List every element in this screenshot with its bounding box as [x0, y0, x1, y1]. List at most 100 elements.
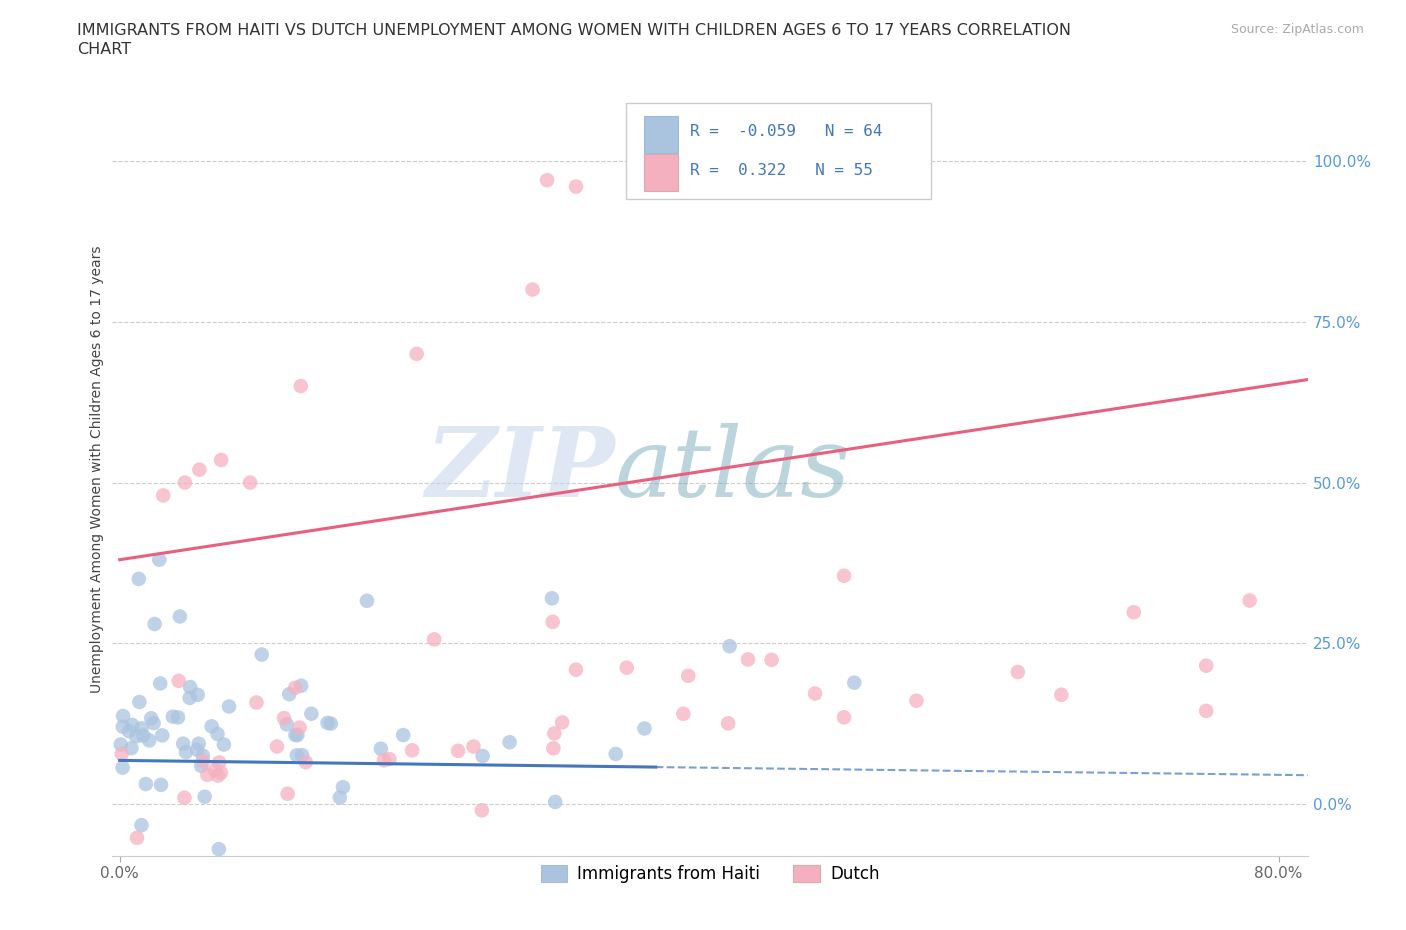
- Point: [676, 669, 699, 684]
- Point: [131, 817, 153, 832]
- Point: [378, 751, 401, 766]
- Point: [152, 488, 174, 503]
- Point: [120, 740, 142, 755]
- Point: [541, 615, 564, 630]
- Point: [142, 716, 165, 731]
- Point: [541, 591, 564, 605]
- Point: [276, 717, 298, 732]
- Point: [565, 179, 588, 194]
- Point: [204, 763, 226, 777]
- Point: [150, 777, 173, 792]
- Point: [173, 790, 195, 805]
- Point: [299, 706, 322, 721]
- Point: [1195, 703, 1218, 718]
- Point: [186, 742, 208, 757]
- Point: [207, 726, 229, 741]
- Point: [250, 647, 273, 662]
- Text: Source: ZipAtlas.com: Source: ZipAtlas.com: [1230, 23, 1364, 36]
- Point: [111, 747, 134, 762]
- Point: [1239, 593, 1261, 608]
- Point: [447, 743, 470, 758]
- Point: [135, 777, 157, 791]
- Point: [605, 747, 627, 762]
- Point: [295, 755, 318, 770]
- Point: [616, 660, 638, 675]
- Point: [131, 721, 153, 736]
- Text: CHART: CHART: [77, 42, 131, 57]
- Y-axis label: Unemployment Among Women with Children Ages 6 to 17 years: Unemployment Among Women with Children A…: [90, 246, 104, 694]
- Point: [273, 711, 295, 725]
- Point: [905, 693, 928, 708]
- Point: [277, 786, 299, 801]
- Point: [633, 721, 655, 736]
- Text: IMMIGRANTS FROM HAITI VS DUTCH UNEMPLOYMENT AMONG WOMEN WITH CHILDREN AGES 6 TO : IMMIGRANTS FROM HAITI VS DUTCH UNEMPLOYM…: [77, 23, 1071, 38]
- Point: [423, 631, 446, 646]
- Point: [718, 639, 741, 654]
- Point: [169, 609, 191, 624]
- Point: [717, 716, 740, 731]
- Point: [844, 675, 866, 690]
- Point: [209, 453, 232, 468]
- Point: [128, 695, 150, 710]
- Point: [370, 741, 392, 756]
- Point: [392, 727, 415, 742]
- Point: [207, 768, 229, 783]
- Point: [832, 710, 855, 724]
- Point: [162, 710, 184, 724]
- Point: [128, 571, 150, 586]
- Point: [284, 681, 307, 696]
- Point: [1195, 658, 1218, 673]
- Point: [111, 719, 134, 734]
- Text: ZIP: ZIP: [425, 422, 614, 517]
- Point: [239, 475, 262, 490]
- Point: [672, 707, 695, 722]
- Point: [149, 676, 172, 691]
- Point: [195, 767, 218, 782]
- Point: [285, 748, 308, 763]
- Point: [832, 568, 855, 583]
- Point: [522, 282, 544, 297]
- Point: [174, 475, 197, 490]
- Point: [194, 790, 217, 804]
- Point: [218, 699, 240, 714]
- Point: [191, 749, 214, 764]
- Point: [245, 695, 267, 710]
- Point: [179, 690, 201, 705]
- Point: [543, 741, 565, 756]
- Point: [111, 760, 134, 775]
- Point: [536, 173, 558, 188]
- Point: [190, 758, 212, 773]
- FancyBboxPatch shape: [644, 116, 678, 153]
- Point: [405, 347, 427, 362]
- Point: [188, 462, 211, 477]
- Point: [212, 737, 235, 752]
- Point: [172, 737, 194, 751]
- Point: [287, 727, 309, 742]
- Point: [1050, 687, 1073, 702]
- Point: [141, 711, 163, 725]
- Point: [201, 719, 224, 734]
- Point: [332, 779, 354, 794]
- Point: [290, 379, 312, 393]
- Point: [373, 753, 395, 768]
- Point: [121, 718, 143, 733]
- Point: [471, 749, 494, 764]
- Point: [544, 794, 567, 809]
- Point: [125, 830, 148, 845]
- Point: [543, 726, 565, 741]
- Point: [132, 728, 155, 743]
- Point: [125, 729, 148, 744]
- Point: [278, 686, 301, 701]
- Point: [266, 739, 288, 754]
- Point: [463, 739, 485, 754]
- Text: R =  0.322   N = 55: R = 0.322 N = 55: [690, 164, 873, 179]
- Point: [737, 652, 759, 667]
- Point: [284, 727, 307, 742]
- Point: [150, 728, 173, 743]
- Point: [498, 735, 520, 750]
- Point: [179, 680, 201, 695]
- Legend: Immigrants from Haiti, Dutch: Immigrants from Haiti, Dutch: [534, 858, 886, 890]
- Point: [319, 716, 342, 731]
- Point: [187, 737, 209, 751]
- Point: [401, 743, 423, 758]
